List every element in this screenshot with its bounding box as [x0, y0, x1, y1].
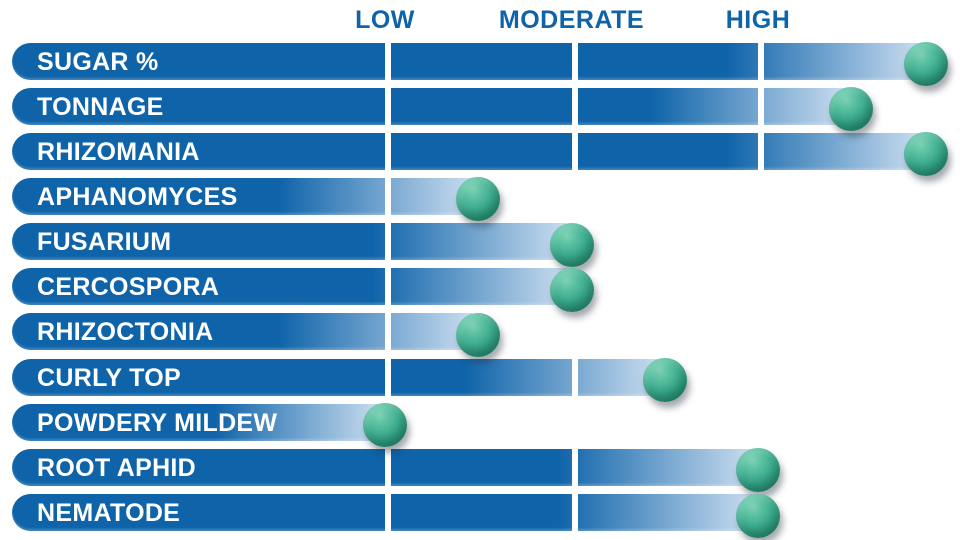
trait-label: RHIZOCTONIA	[37, 318, 214, 347]
column-separator-high	[758, 40, 764, 533]
rating-bar	[12, 223, 566, 261]
rating-marker	[363, 403, 407, 448]
trait-label: CERCOSPORA	[37, 273, 220, 302]
trait-row-aphanomyces: APHANOMYCES	[0, 177, 960, 222]
rating-bar	[12, 358, 659, 396]
trait-label: SUGAR %	[37, 47, 159, 76]
rating-marker	[736, 448, 780, 493]
scale-label-low: LOW	[355, 6, 415, 34]
trait-label: APHANOMYCES	[37, 182, 238, 211]
rating-marker	[456, 312, 501, 357]
trait-row-nematode: NEMATODE	[0, 493, 960, 538]
trait-row-curly-top: CURLY TOP	[0, 358, 960, 403]
trait-row-cercospora: CERCOSPORA	[0, 267, 960, 312]
rating-bar	[12, 268, 566, 306]
rating-bar	[12, 403, 379, 441]
trait-label: CURLY TOP	[37, 363, 181, 392]
scale-label-moderate: MODERATE	[498, 6, 645, 34]
trait-label: ROOT APHID	[37, 453, 197, 482]
scale-label-high: HIGH	[725, 6, 791, 34]
rating-marker	[903, 132, 948, 177]
rating-marker	[903, 42, 948, 86]
rating-marker	[642, 358, 687, 403]
trait-row-powdery-mildew: POWDERY MILDEW	[0, 403, 960, 448]
column-separator-low	[385, 40, 391, 533]
trait-label: NEMATODE	[37, 499, 181, 527]
trait-label: FUSARIUM	[37, 228, 172, 257]
trait-label: POWDERY MILDEW	[37, 408, 278, 437]
rating-marker	[736, 493, 780, 538]
rating-marker	[549, 267, 594, 312]
rating-marker	[829, 87, 874, 132]
rating-bar	[12, 313, 472, 351]
trait-row-sugar: SUGAR %	[0, 42, 960, 86]
trait-row-root-aphid: ROOT APHID	[0, 448, 960, 493]
trait-row-rhizoctonia: RHIZOCTONIA	[0, 312, 960, 357]
rating-marker	[549, 222, 594, 267]
rating-bar	[12, 448, 752, 486]
rating-bar	[12, 87, 845, 125]
trait-row-fusarium: FUSARIUM	[0, 222, 960, 267]
rating-bar	[12, 132, 920, 170]
trait-row-tonnage: TONNAGE	[0, 87, 960, 132]
trait-label: RHIZOMANIA	[37, 137, 200, 166]
rating-bar	[12, 494, 752, 531]
rating-bar	[12, 42, 920, 80]
trait-row-rhizomania: RHIZOMANIA	[0, 132, 960, 177]
trait-label: TONNAGE	[37, 92, 164, 121]
rating-bar	[12, 177, 472, 215]
rating-marker	[456, 177, 501, 222]
